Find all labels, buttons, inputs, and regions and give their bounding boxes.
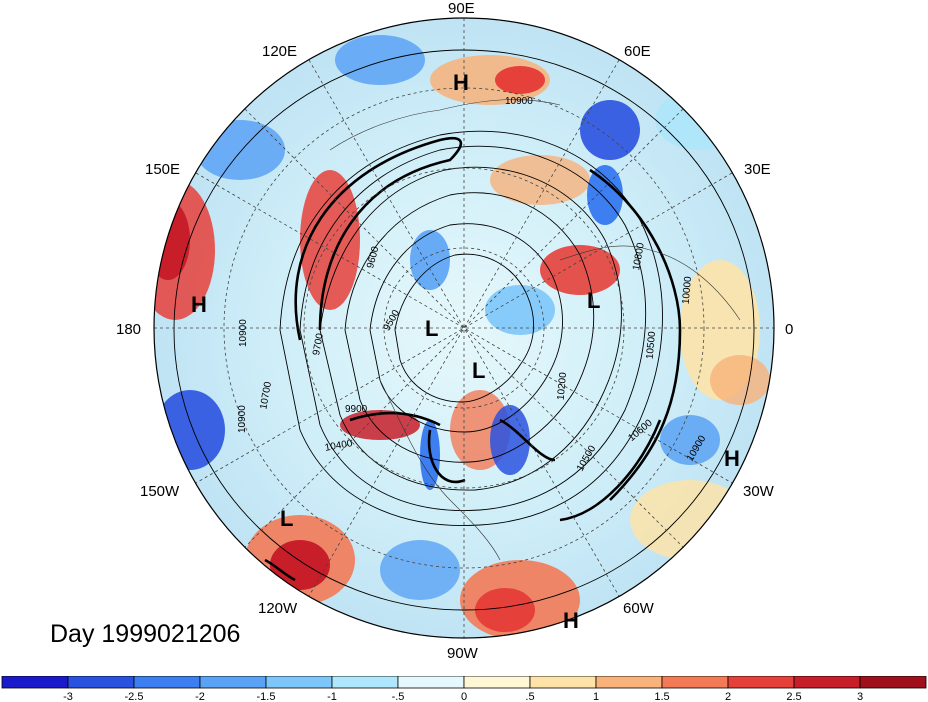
high-center-label: H [191, 292, 207, 317]
contour-label: 10900 [505, 96, 533, 107]
low-center-label: L [587, 288, 600, 313]
colorbar-tick-labels: -3 -2.5 -2 -1.5 -1 -.5 0 .5 1 1.5 2 2.5 3 [63, 691, 863, 702]
colorbar-box [727, 676, 795, 689]
colorbar-tick-label: 1.5 [654, 691, 669, 702]
contour-label: 10500 [645, 331, 658, 360]
day-title: Day 1999021206 [50, 620, 241, 648]
lon-label-60w: 60W [623, 600, 655, 617]
colorbar-box [67, 676, 135, 689]
colorbar-box [133, 676, 201, 689]
contour-label: 10400 [324, 438, 354, 454]
lon-label-150w: 150W [140, 483, 180, 500]
lon-label-180: 180 [116, 321, 141, 338]
colorbar-tick-label: -1.5 [257, 691, 276, 702]
graticule [154, 18, 774, 638]
contour-label: 9700 [311, 332, 326, 356]
high-center-label: H [563, 608, 579, 633]
colorbar-box [595, 676, 663, 689]
low-center-label: L [425, 316, 438, 341]
contour-label: 10000 [681, 276, 694, 305]
colorbar-box [199, 676, 267, 689]
colorbar-tick-label: -2.5 [125, 691, 144, 702]
contour-label: 10900 [237, 405, 248, 433]
colorbar-boxes [1, 676, 927, 689]
colorbar-tick-label: 3 [857, 691, 863, 702]
lon-label-150e: 150E [145, 161, 180, 178]
colorbar-tick-label: 0 [461, 691, 467, 702]
colorbar-box [463, 676, 531, 689]
colorbar-box [331, 676, 399, 689]
lon-label-90e: 90E [448, 0, 475, 17]
pressure-centers: H H L L L L H H [191, 70, 740, 633]
colorbar: -3 -2.5 -2 -1.5 -1 -.5 0 .5 1 1.5 2 2.5 3 [1, 676, 927, 702]
colorbar-box [265, 676, 333, 689]
lon-label-30w: 30W [743, 483, 775, 500]
colorbar-tick-label: -2 [195, 691, 205, 702]
contour-label: 10200 [556, 371, 569, 400]
colorbar-box [397, 676, 465, 689]
lon-label-60e: 60E [624, 43, 651, 60]
low-center-label: L [472, 358, 485, 383]
colorbar-box [793, 676, 861, 689]
lon-label-0: 0 [785, 321, 793, 338]
height-contours [173, 49, 755, 611]
colorbar-tick-label: 1 [593, 691, 599, 702]
colorbar-box [661, 676, 729, 689]
globe-boundary [153, 17, 775, 639]
colorbar-tick-label: -1 [327, 691, 337, 702]
longitude-labels: 90E 120E 60E 150E 30E 180 0 150W 30W 120… [116, 0, 793, 662]
lon-label-120e: 120E [262, 43, 297, 60]
lon-label-120w: 120W [258, 600, 298, 617]
colorbar-tick-label: -3 [63, 691, 73, 702]
high-center-label: H [724, 446, 740, 471]
colorbar-tick-label: 2 [725, 691, 731, 702]
contour-label: 10700 [258, 381, 274, 411]
coastlines [329, 99, 741, 561]
jet-contours [264, 136, 682, 582]
colorbar-tick-label: 2.5 [786, 691, 801, 702]
colorbar-tick-label: .5 [525, 691, 534, 702]
anomaly-shading [154, 18, 774, 638]
colorbar-box [859, 676, 927, 689]
colorbar-box [529, 676, 597, 689]
low-center-label: L [280, 506, 293, 531]
high-center-label: H [453, 70, 469, 95]
lon-label-30e: 30E [744, 161, 771, 178]
colorbar-tick-label: -.5 [392, 691, 405, 702]
colorbar-box [1, 676, 69, 689]
lon-label-90w: 90W [447, 645, 479, 662]
contour-label: 9900 [345, 404, 368, 415]
contour-label: 10900 [238, 319, 249, 347]
contour-label: 10800 [631, 242, 647, 272]
